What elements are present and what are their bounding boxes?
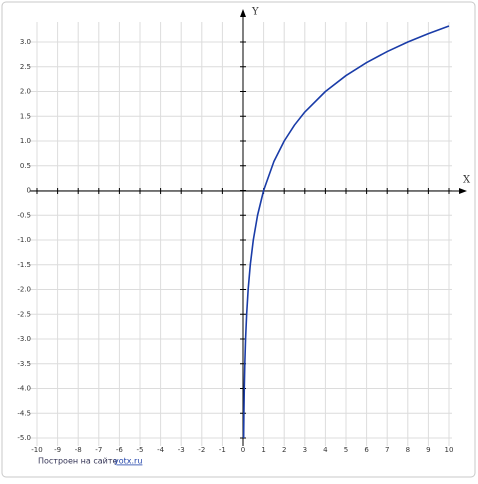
x-tick-label: 6 bbox=[364, 446, 369, 454]
x-axis-label: X bbox=[463, 175, 471, 186]
x-tick-label: 7 bbox=[385, 446, 389, 454]
series-line bbox=[242, 25, 450, 439]
y-tick-label: -2.0 bbox=[17, 286, 31, 294]
x-tick-label: -5 bbox=[137, 446, 144, 454]
x-tick-label: 2 bbox=[282, 446, 286, 454]
y-tick-label: -3.5 bbox=[17, 360, 31, 368]
x-tick-label: 9 bbox=[426, 446, 430, 454]
x-tick-label: 4 bbox=[323, 446, 328, 454]
x-tick-label: 3 bbox=[303, 446, 307, 454]
y-tick-label: 0 bbox=[27, 187, 31, 195]
y-tick-label: -5.0 bbox=[17, 434, 31, 442]
y-tick-label: -1.5 bbox=[17, 261, 31, 269]
y-tick-label: 1.5 bbox=[20, 112, 31, 120]
x-tick-label: -9 bbox=[54, 446, 61, 454]
x-tick-label: 10 bbox=[445, 446, 454, 454]
x-tick-label: -8 bbox=[75, 446, 82, 454]
x-tick-label: 5 bbox=[344, 446, 348, 454]
x-tick-label: -2 bbox=[198, 446, 205, 454]
x-tick-label: -4 bbox=[157, 446, 165, 454]
y-axis-label: Y bbox=[251, 7, 259, 18]
y-arrow bbox=[240, 9, 246, 17]
y-tick-label: 2.5 bbox=[20, 63, 31, 71]
y-tick-label: -4.5 bbox=[17, 409, 31, 417]
x-tick-label: -3 bbox=[178, 446, 185, 454]
y-tick-label: 2.0 bbox=[20, 88, 31, 96]
y-tick-label: -2.5 bbox=[17, 310, 31, 318]
x-tick-label: 8 bbox=[406, 446, 410, 454]
y-tick-label: -0.5 bbox=[17, 211, 31, 219]
y-tick-label: -1.0 bbox=[17, 236, 31, 244]
y-tick-label: -4.0 bbox=[17, 385, 31, 393]
y-tick-label: 3.0 bbox=[20, 38, 31, 46]
y-tick-label: -3.0 bbox=[17, 335, 31, 343]
y-tick-label: 1.0 bbox=[20, 137, 31, 145]
x-tick-label: -6 bbox=[116, 446, 124, 454]
x-tick-label: -1 bbox=[219, 446, 226, 454]
x-tick-label: -10 bbox=[31, 446, 42, 454]
x-arrow bbox=[459, 188, 467, 194]
x-tick-label: 0 bbox=[241, 446, 245, 454]
x-tick-label: 1 bbox=[261, 446, 265, 454]
footer-link[interactable]: yotx.ru bbox=[114, 457, 142, 466]
axes bbox=[30, 9, 467, 446]
y-tick-label: 0.5 bbox=[20, 162, 31, 170]
footer-text: Построен на сайте bbox=[38, 457, 117, 466]
x-tick-label: -7 bbox=[95, 446, 102, 454]
